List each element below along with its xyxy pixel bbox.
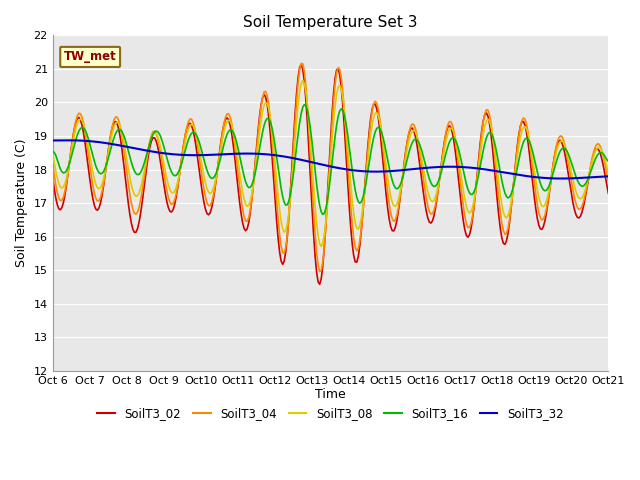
X-axis label: Time: Time [315, 388, 346, 401]
Title: Soil Temperature Set 3: Soil Temperature Set 3 [243, 15, 418, 30]
Legend: SoilT3_02, SoilT3_04, SoilT3_08, SoilT3_16, SoilT3_32: SoilT3_02, SoilT3_04, SoilT3_08, SoilT3_… [93, 403, 568, 425]
Y-axis label: Soil Temperature (C): Soil Temperature (C) [15, 139, 28, 267]
Text: TW_met: TW_met [64, 50, 116, 63]
